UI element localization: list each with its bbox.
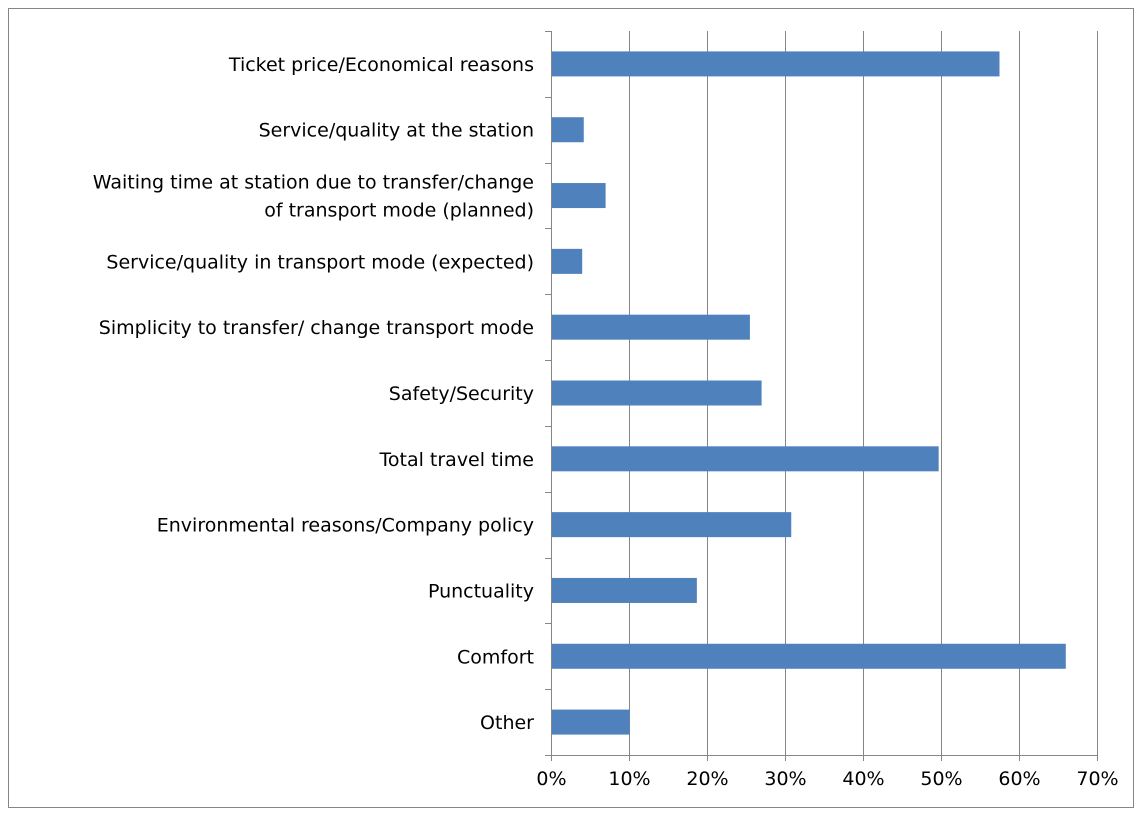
- category-label: of transport mode (planned): [264, 200, 534, 222]
- x-tick-label: 20%: [686, 768, 728, 790]
- bar: [552, 314, 750, 340]
- category-label: Ticket price/Economical reasons: [228, 54, 534, 76]
- category-label: Waiting time at station due to transfer/…: [93, 172, 534, 194]
- bar: [552, 577, 697, 603]
- bar: [552, 512, 792, 538]
- category-label: Environmental reasons/Company policy: [157, 515, 534, 537]
- gridlines: [629, 31, 1098, 755]
- category-label: Simplicity to transfer/ change transport…: [99, 317, 534, 339]
- bar: [552, 51, 1000, 77]
- x-tick-labels: 0% 10% 20% 30% 40% 50% 60% 70%: [536, 768, 1118, 790]
- bar-chart: Ticket price/Economical reasons Service/q…: [93, 31, 1119, 790]
- x-tick-label: 0%: [536, 768, 566, 790]
- category-label: Punctuality: [428, 580, 534, 602]
- x-tick-label: 70%: [1076, 768, 1118, 790]
- bar: [552, 446, 939, 472]
- bar: [552, 643, 1066, 669]
- chart-frame: Ticket price/Economical reasons Service/q…: [8, 8, 1134, 808]
- category-label: Service/quality in transport mode (expec…: [106, 251, 534, 273]
- category-label: Service/quality at the station: [259, 120, 534, 142]
- category-axis: [545, 31, 1098, 761]
- category-labels: Ticket price/Economical reasons Service/q…: [93, 54, 534, 734]
- category-label: Other: [480, 712, 534, 734]
- category-label: Total travel time: [379, 449, 535, 471]
- x-tick-label: 30%: [764, 768, 806, 790]
- bar: [552, 709, 630, 735]
- category-label: Safety/Security: [389, 383, 534, 405]
- x-tick-label: 60%: [998, 768, 1040, 790]
- x-tick-label: 10%: [608, 768, 650, 790]
- bar: [552, 248, 583, 274]
- x-tick-label: 40%: [842, 768, 884, 790]
- bar: [552, 117, 584, 143]
- bars: [552, 51, 1066, 735]
- x-tick-label: 50%: [920, 768, 962, 790]
- bar: [552, 380, 762, 406]
- category-label: Comfort: [457, 646, 534, 668]
- bar: [552, 183, 606, 209]
